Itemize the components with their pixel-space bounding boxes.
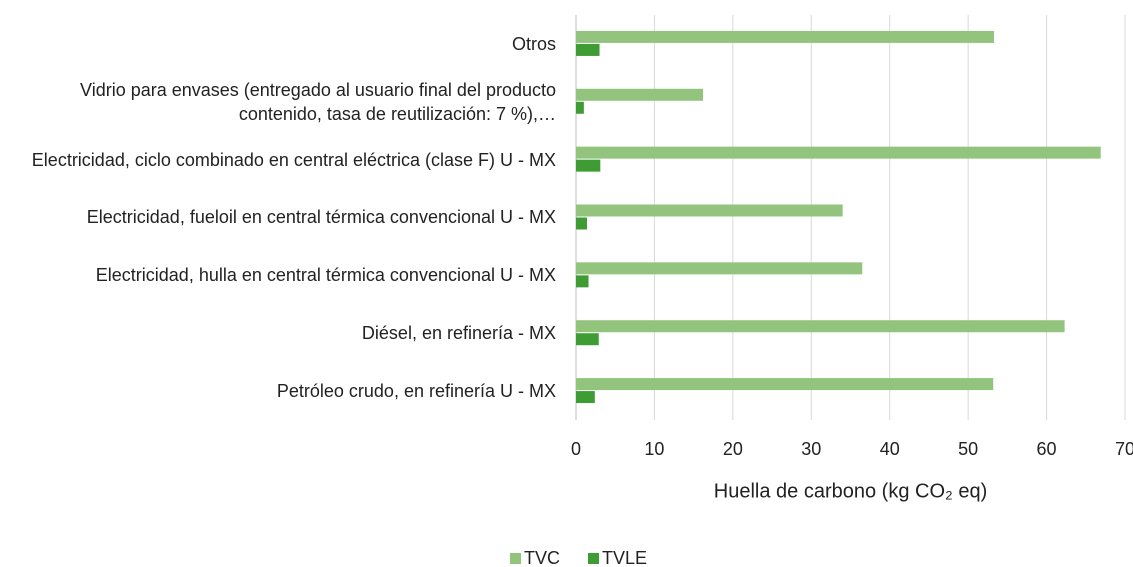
bar [576, 159, 601, 172]
y-tick-label: Vidrio para envases (entregado al usuari… [80, 79, 556, 124]
bar [576, 320, 1065, 333]
y-tick-label: Petróleo crudo, en refinería U - MX [276, 381, 556, 402]
bar [576, 146, 1101, 159]
bar [576, 391, 595, 404]
bar [576, 262, 863, 275]
x-tick-label: 50 [958, 439, 978, 459]
legend-label: TVLE [602, 548, 647, 567]
bar [576, 101, 584, 114]
bar [576, 217, 587, 230]
bar [576, 333, 599, 346]
y-tick-label: Diésel, en refinería - MX [361, 323, 556, 344]
y-tick-label: Electricidad, hulla en central térmica c… [95, 265, 556, 286]
legend-swatch [510, 553, 521, 564]
x-tick-label: 40 [880, 439, 900, 459]
x-tick-label: 20 [723, 439, 743, 459]
bar [576, 378, 994, 391]
bar [576, 30, 995, 43]
legend-swatch [588, 553, 599, 564]
x-tick-label: 70 [1115, 439, 1133, 459]
y-tick-label: Electricidad, fueloil en central térmica… [86, 207, 556, 228]
bar [576, 204, 843, 217]
x-tick-label: 60 [1037, 439, 1057, 459]
x-axis-title: Huella de carbono (kg CO₂ eq) [714, 480, 987, 502]
x-tick-label: 10 [644, 439, 664, 459]
x-tick-label: 30 [801, 439, 821, 459]
y-tick-label: Otros [511, 33, 556, 54]
bar [576, 43, 600, 56]
y-tick-label: Electricidad, ciclo combinado en central… [31, 149, 556, 170]
legend-label: TVC [524, 548, 560, 567]
bar [576, 88, 704, 101]
x-tick-label: 0 [571, 439, 581, 459]
bar [576, 275, 589, 288]
